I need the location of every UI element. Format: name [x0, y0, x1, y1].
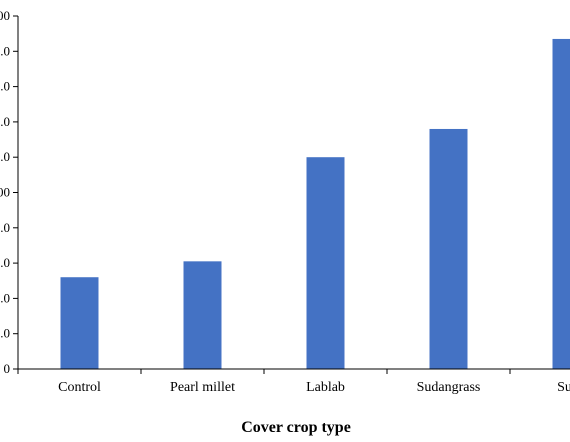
x-tick-label: Control	[58, 380, 101, 395]
y-tick-label: .0	[0, 79, 10, 94]
bar-sudangrass	[429, 128, 468, 369]
x-tick-label: Sunn	[557, 380, 570, 395]
y-tick-label: 00	[0, 8, 10, 23]
bar-control	[60, 277, 99, 369]
y-tick-label: .0	[0, 255, 10, 270]
bar-sunn	[552, 38, 570, 369]
y-tick-label: .0	[0, 149, 10, 164]
x-axis-ticks: Control Pearl millet Lablab Sudangrass Sunn	[17, 369, 570, 395]
y-tick-label: 00	[0, 185, 10, 200]
y-tick-label: .0	[0, 326, 10, 341]
y-tick-label: 0	[4, 361, 11, 376]
y-tick-label: .0	[0, 290, 10, 305]
bar-lablab	[306, 157, 345, 369]
bar-series	[60, 38, 570, 369]
y-tick-label: .0	[0, 43, 10, 58]
x-tick-label: Pearl millet	[170, 380, 235, 395]
x-tick-label: Lablab	[306, 380, 345, 395]
y-tick-label: .0	[0, 114, 10, 129]
x-tick-label: Sudangrass	[417, 380, 481, 395]
x-axis-title: Cover crop type	[241, 419, 351, 436]
y-axis-ticks: 0 .0 .0 .0 .0 00 .0 .0 .0 .0 00	[0, 8, 18, 376]
y-tick-label: .0	[0, 220, 10, 235]
bar-pearl-millet	[183, 261, 222, 369]
